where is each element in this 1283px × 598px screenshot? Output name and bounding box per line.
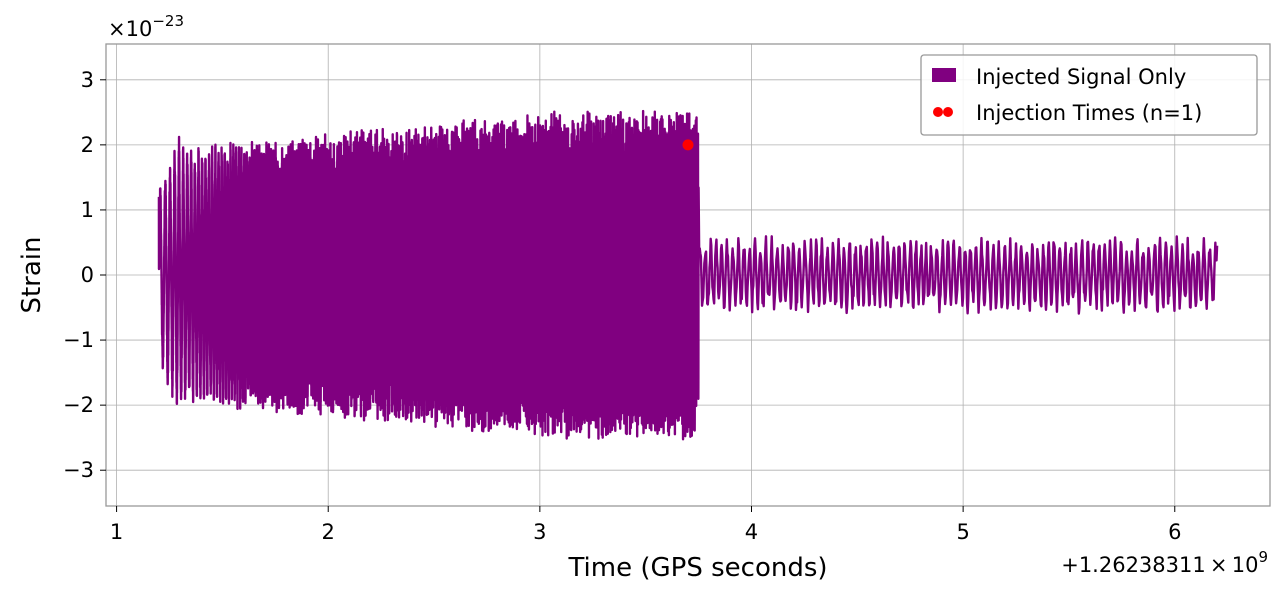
y-tick-label: 2 <box>81 133 94 157</box>
y-tick-label: −2 <box>63 393 94 417</box>
x-tick-label: 4 <box>745 520 758 544</box>
y-tick-label: 3 <box>81 68 94 92</box>
legend-marker-injection-times <box>933 107 943 117</box>
y-tick-label: 0 <box>81 263 94 287</box>
legend: Injected Signal Only Injection Times (n=… <box>920 54 1258 136</box>
axis-ticks: 1 2 3 4 5 6 3 2 1 0 −1 −2 −3 <box>63 68 1181 544</box>
x-tick-label: 3 <box>533 520 546 544</box>
legend-label-injection-times: Injection Times (n=1) <box>976 101 1202 125</box>
legend-marker-injection-times <box>943 107 953 117</box>
x-tick-label: 6 <box>1168 520 1181 544</box>
x-tick-label: 2 <box>322 520 335 544</box>
legend-swatch-injected-signal <box>932 68 956 82</box>
y-multiplier-exponent: −23 <box>152 12 184 30</box>
legend-box <box>920 54 1258 136</box>
y-multiplier-base: ×10 <box>108 17 152 41</box>
plot-area <box>157 109 1219 441</box>
x-tick-label: 5 <box>956 520 969 544</box>
y-tick-label: 1 <box>81 198 94 222</box>
x-offset-base: +1.26238311 × 10 <box>1061 553 1258 577</box>
y-tick-label: −3 <box>63 458 94 482</box>
legend-label-injected-signal: Injected Signal Only <box>976 65 1186 89</box>
y-multiplier-label: ×10−23 <box>108 12 184 41</box>
x-axis-title: Time (GPS seconds) <box>567 553 827 583</box>
x-offset-exponent: 9 <box>1258 548 1268 566</box>
series-line-injected-signal <box>157 109 1219 441</box>
y-tick-label: −1 <box>63 328 94 352</box>
y-axis-title: Strain <box>17 236 47 313</box>
injection-time-point <box>682 139 694 151</box>
x-offset-label: +1.26238311 × 109 <box>1061 548 1268 577</box>
x-tick-label: 1 <box>110 520 123 544</box>
